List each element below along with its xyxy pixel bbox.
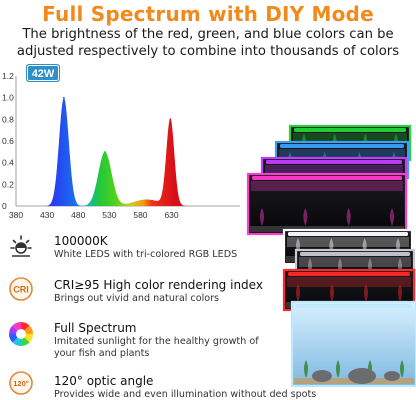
y-tick-label: 0.2 (2, 179, 14, 189)
y-tick-label: 0.6 (2, 136, 14, 146)
series-peak-point (63, 96, 65, 99)
color-wheel-icon (9, 322, 33, 346)
wattage-badge (26, 64, 60, 82)
feature-description: White LEDS with tri-colored RGB LEDS (54, 249, 238, 260)
x-tick-label: 580 (133, 210, 147, 220)
rock (312, 370, 332, 382)
cri-icon-text: CRI (13, 285, 29, 295)
cri-icon: CRI (9, 277, 33, 301)
aquarium-tank (246, 172, 408, 236)
feature-title: Full Spectrum (54, 321, 137, 335)
y-tick-label: 1.0 (2, 93, 14, 103)
wattage-badge-text: 42W (32, 68, 55, 80)
spectrum-curve (31, 97, 209, 206)
page-title: Full Spectrum with DIY Mode (42, 2, 374, 26)
angle-icon-text: 120° (13, 379, 29, 388)
x-tick-label: 530 (102, 210, 116, 220)
subtitle-line-1: The brightness of the red, green, and bl… (22, 27, 394, 42)
feature-description: Brings out vivid and natural colors (54, 293, 220, 304)
x-tick-label: 630 (164, 210, 178, 220)
feature-description-line-1: Imitated sunlight for the healthy growth… (54, 336, 259, 347)
y-tick-label: 0.8 (2, 114, 14, 124)
feature-title: CRI≥95 High color rendering index (54, 278, 263, 292)
feature-description: Imitated sunlight for the healthy growth… (54, 336, 304, 360)
angle-icon: 120° (9, 371, 33, 395)
x-tick-label: 430 (40, 210, 54, 220)
series-peak-point (169, 118, 172, 121)
y-tick-label: 1.2 (2, 71, 14, 81)
feature-title: 100000K (54, 234, 108, 248)
sun-icon (10, 235, 32, 257)
subtitle-line-2: adjusted respectively to combine into th… (16, 44, 400, 59)
tank-stack (246, 124, 416, 388)
y-tick-label: 0.4 (2, 158, 14, 168)
series-peak-point (104, 151, 106, 153)
rock (384, 371, 400, 381)
page-subtitle: The brightness of the red, green, and bl… (6, 26, 410, 60)
rock (348, 368, 376, 384)
x-tick-label: 380 (9, 210, 23, 220)
y-tick-label: 0 (2, 201, 7, 211)
feature-description-line-2: your fish and plants (54, 348, 150, 359)
feature-title: 120° optic angle (54, 374, 154, 388)
aquarium-tanks-illustration (246, 124, 416, 388)
x-tick-label: 480 (71, 210, 85, 220)
feature-description: Provides wide and even illumination with… (54, 389, 317, 400)
